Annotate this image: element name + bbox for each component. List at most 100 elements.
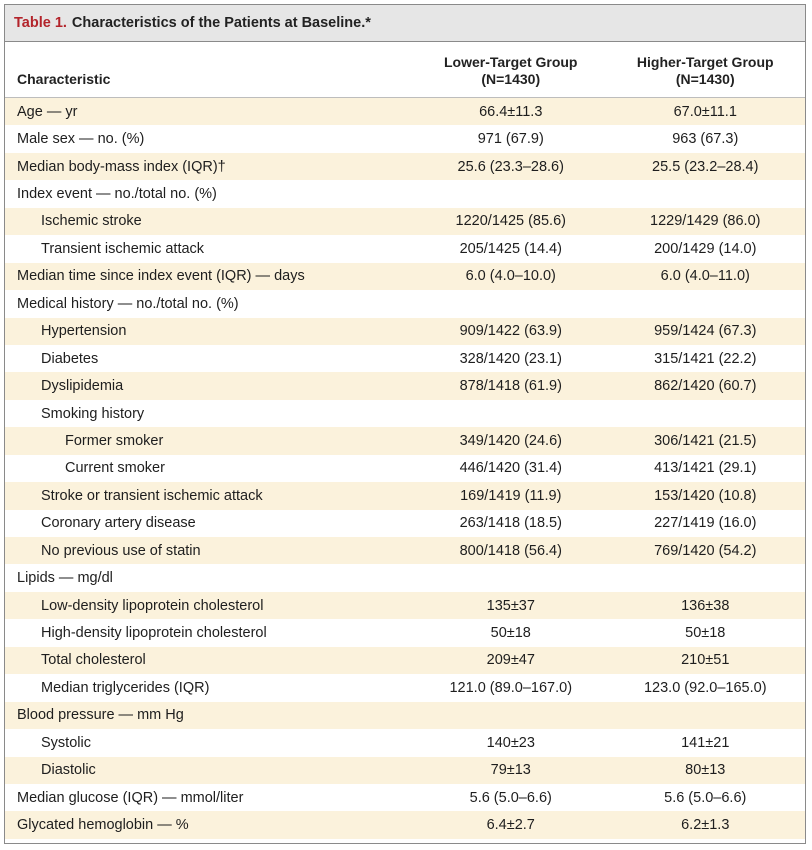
row-characteristic: Index event — no./total no. (%) (17, 186, 217, 203)
row-characteristic: Total cholesterol (41, 652, 146, 669)
row-higher-target-value: 210±51 (681, 652, 730, 669)
table-row: Former smoker 349/1420 (24.6) 306/1421 (21… (5, 427, 805, 455)
table-row: Smoking history (5, 400, 805, 427)
table-row: Medical history — no./total no. (%) (5, 290, 805, 317)
row-lower-target-value: 909/1422 (63.9) (459, 323, 562, 340)
row-higher-target-value: 25.5 (23.2–28.4) (652, 158, 759, 175)
row-lower-target-value: 5.6 (5.0–6.6) (469, 789, 552, 806)
table-row: Coronary artery disease 263/1418 (18.5) 22… (5, 510, 805, 537)
table-row: No previous use of statin 800/1418 (56.4)… (5, 537, 805, 565)
row-characteristic: Dyslipidemia (41, 378, 124, 395)
row-higher-target-value: 200/1429 (14.0) (654, 240, 757, 257)
row-higher-target-value: 50±18 (685, 625, 726, 642)
table-row: Median glucose (IQR) — mmol/liter 5.6 (5.… (5, 784, 805, 811)
row-characteristic: Median time since index event (IQR) — da… (17, 268, 305, 285)
row-characteristic: High-density lipoprotein cholesterol (41, 625, 267, 642)
table-row: Low-density lipoprotein cholesterol 135±3… (5, 591, 805, 620)
row-higher-target-value: 963 (67.3) (672, 131, 739, 148)
row-characteristic: Transient ischemic attack (41, 240, 205, 257)
row-higher-target-value: 136±38 (681, 597, 730, 614)
row-characteristic: Male sex — no. (%) (17, 131, 145, 148)
row-higher-target-value: 123.0 (92.0–165.0) (643, 679, 767, 696)
table-title: Characteristics of the Patients at Basel… (71, 15, 371, 31)
row-characteristic: Systolic (41, 734, 91, 751)
row-lower-target-value: 263/1418 (18.5) (459, 515, 562, 532)
table-body: Age — yr 66.4±11.3 67.0±11.1 Male sex — no.… (5, 98, 805, 839)
row-characteristic: Median triglycerides (IQR) (41, 679, 210, 696)
table-row: Dyslipidemia 878/1418 (61.9) 862/1420 (60.… (5, 372, 805, 400)
table-row: Total cholesterol 209±47 210±51 (5, 646, 805, 675)
table-row: Systolic 140±23 141±21 (5, 729, 805, 756)
row-lower-target-value: 205/1425 (14.4) (459, 240, 562, 257)
row-lower-target-value: 349/1420 (24.6) (459, 432, 562, 449)
row-characteristic: Ischemic stroke (41, 213, 142, 230)
row-characteristic: Former smoker (65, 432, 164, 449)
row-lower-target-value: 25.6 (23.3–28.6) (457, 158, 564, 175)
header-higher-target-name: Higher-Target Group (636, 54, 774, 70)
header-lower-target-group: Lower-Target Group (N=1430) (416, 54, 606, 97)
row-characteristic: Lipids — mg/dl (17, 570, 113, 587)
row-lower-target-value: 135±37 (486, 597, 535, 614)
row-characteristic: Diabetes (41, 350, 99, 367)
table-row: Blood pressure — mm Hg (5, 701, 805, 730)
row-higher-target-value: 1229/1429 (86.0) (650, 213, 761, 230)
row-characteristic: Median glucose (IQR) — mmol/liter (17, 789, 244, 806)
row-lower-target-value: 209±47 (486, 652, 535, 669)
row-lower-target-value: 169/1419 (11.9) (460, 487, 562, 504)
row-lower-target-value: 6.0 (4.0–10.0) (465, 268, 556, 285)
row-lower-target-value: 66.4±11.3 (479, 103, 543, 120)
table-row: Diabetes 328/1420 (23.1) 315/1421 (22.2) (5, 345, 805, 372)
row-lower-target-value: 971 (67.9) (477, 131, 544, 148)
row-characteristic: Coronary artery disease (41, 515, 196, 532)
row-higher-target-value: 153/1420 (10.8) (654, 487, 757, 504)
row-characteristic: Diastolic (41, 762, 96, 779)
row-characteristic: Current smoker (65, 460, 165, 477)
table-row: Transient ischemic attack 205/1425 (14.4)… (5, 235, 805, 262)
row-higher-target-value: 315/1421 (22.2) (654, 350, 757, 367)
table-number: Table 1. (14, 15, 67, 31)
table-title-bar: Table 1. Characteristics of the Patients… (5, 5, 805, 42)
row-higher-target-value: 413/1421 (29.1) (654, 460, 757, 477)
row-lower-target-value: 79±13 (490, 762, 531, 779)
table-frame: Table 1. Characteristics of the Patients… (4, 4, 806, 844)
table-row: Index event — no./total no. (%) (5, 180, 805, 207)
header-characteristic: Characteristic (17, 71, 111, 87)
row-characteristic: Age — yr (17, 103, 78, 120)
header-higher-target-group: Higher-Target Group (N=1430) (606, 54, 806, 97)
row-higher-target-value: 141±21 (681, 734, 730, 751)
row-lower-target-value: 6.4±2.7 (486, 817, 535, 834)
row-higher-target-value: 959/1424 (67.3) (654, 323, 757, 340)
table-row: Median time since index event (IQR) — da… (5, 262, 805, 291)
row-higher-target-value: 227/1419 (16.0) (654, 515, 757, 532)
table-row: Age — yr 66.4±11.3 67.0±11.1 (5, 98, 805, 126)
row-higher-target-value: 306/1421 (21.5) (654, 432, 757, 449)
table-row: Glycated hemoglobin — % 6.4±2.7 6.2±1.3 (5, 811, 805, 839)
row-characteristic: Stroke or transient ischemic attack (41, 487, 263, 504)
row-characteristic: Median body-mass index (IQR)† (17, 158, 226, 175)
row-higher-target-value: 80±13 (685, 762, 726, 779)
row-lower-target-value: 446/1420 (31.4) (459, 460, 562, 477)
row-lower-target-value: 140±23 (486, 734, 535, 751)
table-row: Median triglycerides (IQR) 121.0 (89.0–16… (5, 674, 805, 701)
row-lower-target-value: 328/1420 (23.1) (459, 350, 562, 367)
table-row: Stroke or transient ischemic attack 169/1… (5, 482, 805, 510)
table-row: Lipids — mg/dl (5, 564, 805, 591)
table-row: Current smoker 446/1420 (31.4) 413/1421 (2… (5, 455, 805, 482)
table-row: Hypertension 909/1422 (63.9) 959/1424 (67.… (5, 317, 805, 345)
row-higher-target-value: 769/1420 (54.2) (654, 542, 757, 559)
table-row: Male sex — no. (%) 971 (67.9) 963 (67.3) (5, 125, 805, 152)
header-lower-target-name: Lower-Target Group (443, 54, 578, 70)
row-higher-target-value: 862/1420 (60.7) (654, 378, 757, 395)
table-row: Ischemic stroke 1220/1425 (85.6) 1229/1429… (5, 207, 805, 236)
row-characteristic: Smoking history (41, 405, 145, 422)
table-header: Characteristic Lower-Target Group (N=143… (5, 42, 805, 98)
row-higher-target-value: 6.0 (4.0–11.0) (660, 268, 750, 285)
row-higher-target-value: 6.2±1.3 (681, 817, 730, 834)
table-row: High-density lipoprotein cholesterol 50±1… (5, 619, 805, 646)
table-row: Diastolic 79±13 80±13 (5, 756, 805, 784)
table-row: Median body-mass index (IQR)† 25.6 (23.3–… (5, 152, 805, 181)
row-characteristic: No previous use of statin (41, 542, 201, 559)
row-characteristic: Glycated hemoglobin — % (17, 817, 189, 834)
row-lower-target-value: 800/1418 (56.4) (459, 542, 562, 559)
header-higher-target-n: (N=1430) (675, 71, 735, 87)
